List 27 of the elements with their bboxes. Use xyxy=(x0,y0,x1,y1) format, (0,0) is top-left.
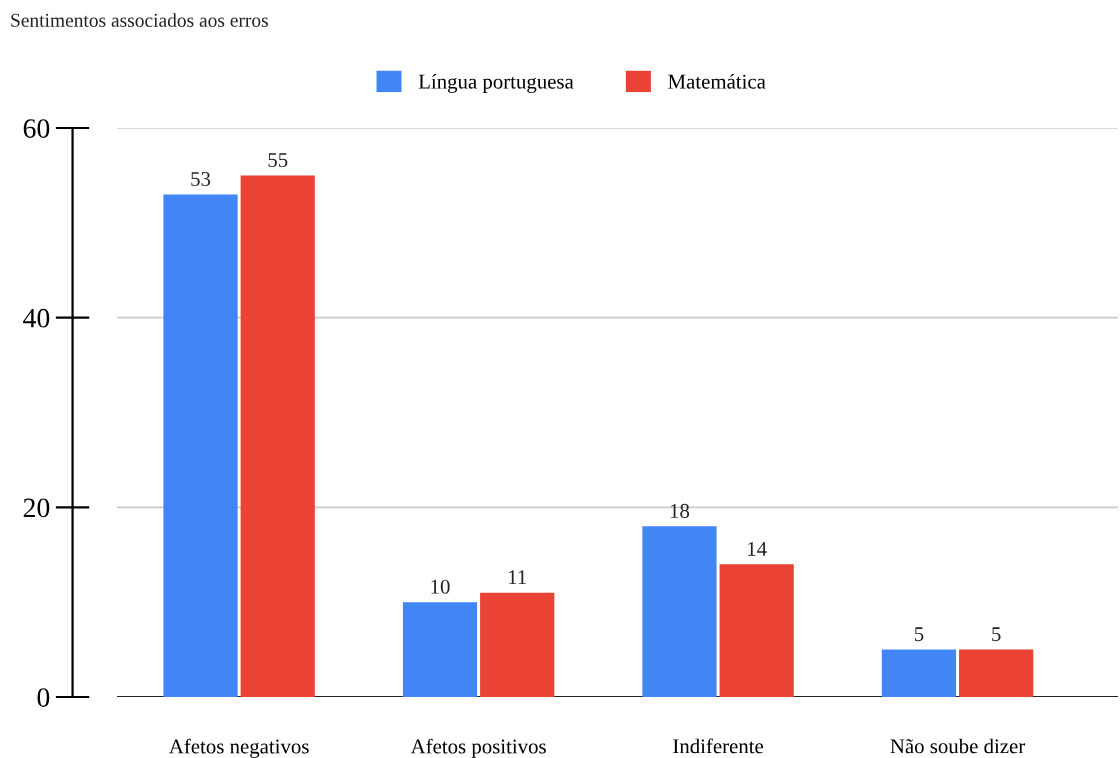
bar xyxy=(402,602,478,697)
bar xyxy=(719,564,794,697)
bar xyxy=(642,526,717,697)
bar xyxy=(240,175,315,697)
bar xyxy=(959,649,1034,697)
legend-label: Língua portuguesa xyxy=(418,73,574,93)
bar xyxy=(881,649,957,697)
data-label: 55 xyxy=(268,153,288,168)
y-tick-label: 60 xyxy=(23,119,50,138)
x-tick-label: Afetos negativos xyxy=(169,738,309,758)
legend-label: Matemática xyxy=(668,73,766,89)
y-tick-label: 20 xyxy=(23,498,50,518)
data-label: 18 xyxy=(670,503,690,518)
data-label: 10 xyxy=(431,579,450,594)
x-tick-label: Afetos positivos xyxy=(410,738,546,758)
bar xyxy=(163,194,238,697)
y-tick-label: 0 xyxy=(37,688,50,707)
chart-title: Sentimentos associados aos erros xyxy=(11,13,268,27)
data-label: 53 xyxy=(191,171,211,186)
data-label: 5 xyxy=(992,627,1001,642)
x-tick-label: Indiferente xyxy=(673,738,764,754)
data-label: 11 xyxy=(509,570,526,585)
y-tick-label: 40 xyxy=(23,308,50,328)
data-label: 14 xyxy=(748,541,767,556)
x-tick-label: Não soube dizer xyxy=(890,738,1026,754)
bar xyxy=(480,592,555,697)
data-label: 5 xyxy=(914,627,924,642)
